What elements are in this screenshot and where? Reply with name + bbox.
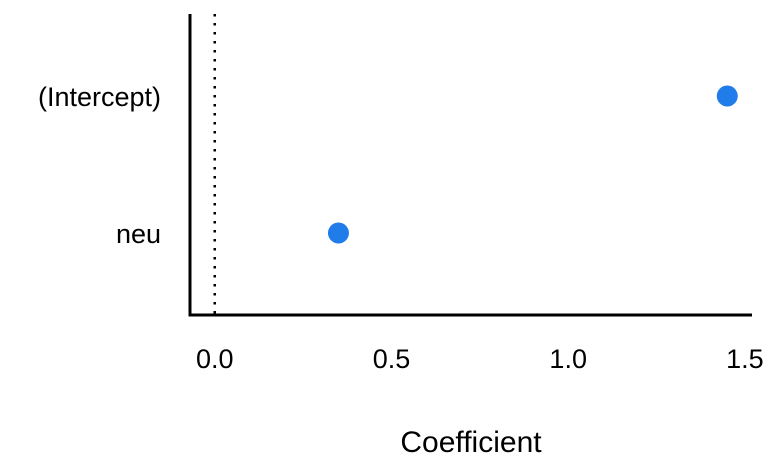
x-axis-title: Coefficient xyxy=(400,426,542,459)
x-tick-label: 1.0 xyxy=(549,344,587,374)
y-category-label: neu xyxy=(116,219,161,249)
x-tick-label: 0.5 xyxy=(373,344,411,374)
data-point xyxy=(716,85,738,107)
y-category-labels: (Intercept) neu xyxy=(38,82,161,249)
data-point xyxy=(327,222,349,244)
x-tick-labels: 0.0 0.5 1.0 1.5 xyxy=(196,344,764,374)
y-category-label: (Intercept) xyxy=(38,82,161,112)
x-tick-label: 1.5 xyxy=(726,344,764,374)
x-tick-label: 0.0 xyxy=(196,344,234,374)
data-points xyxy=(327,85,738,244)
